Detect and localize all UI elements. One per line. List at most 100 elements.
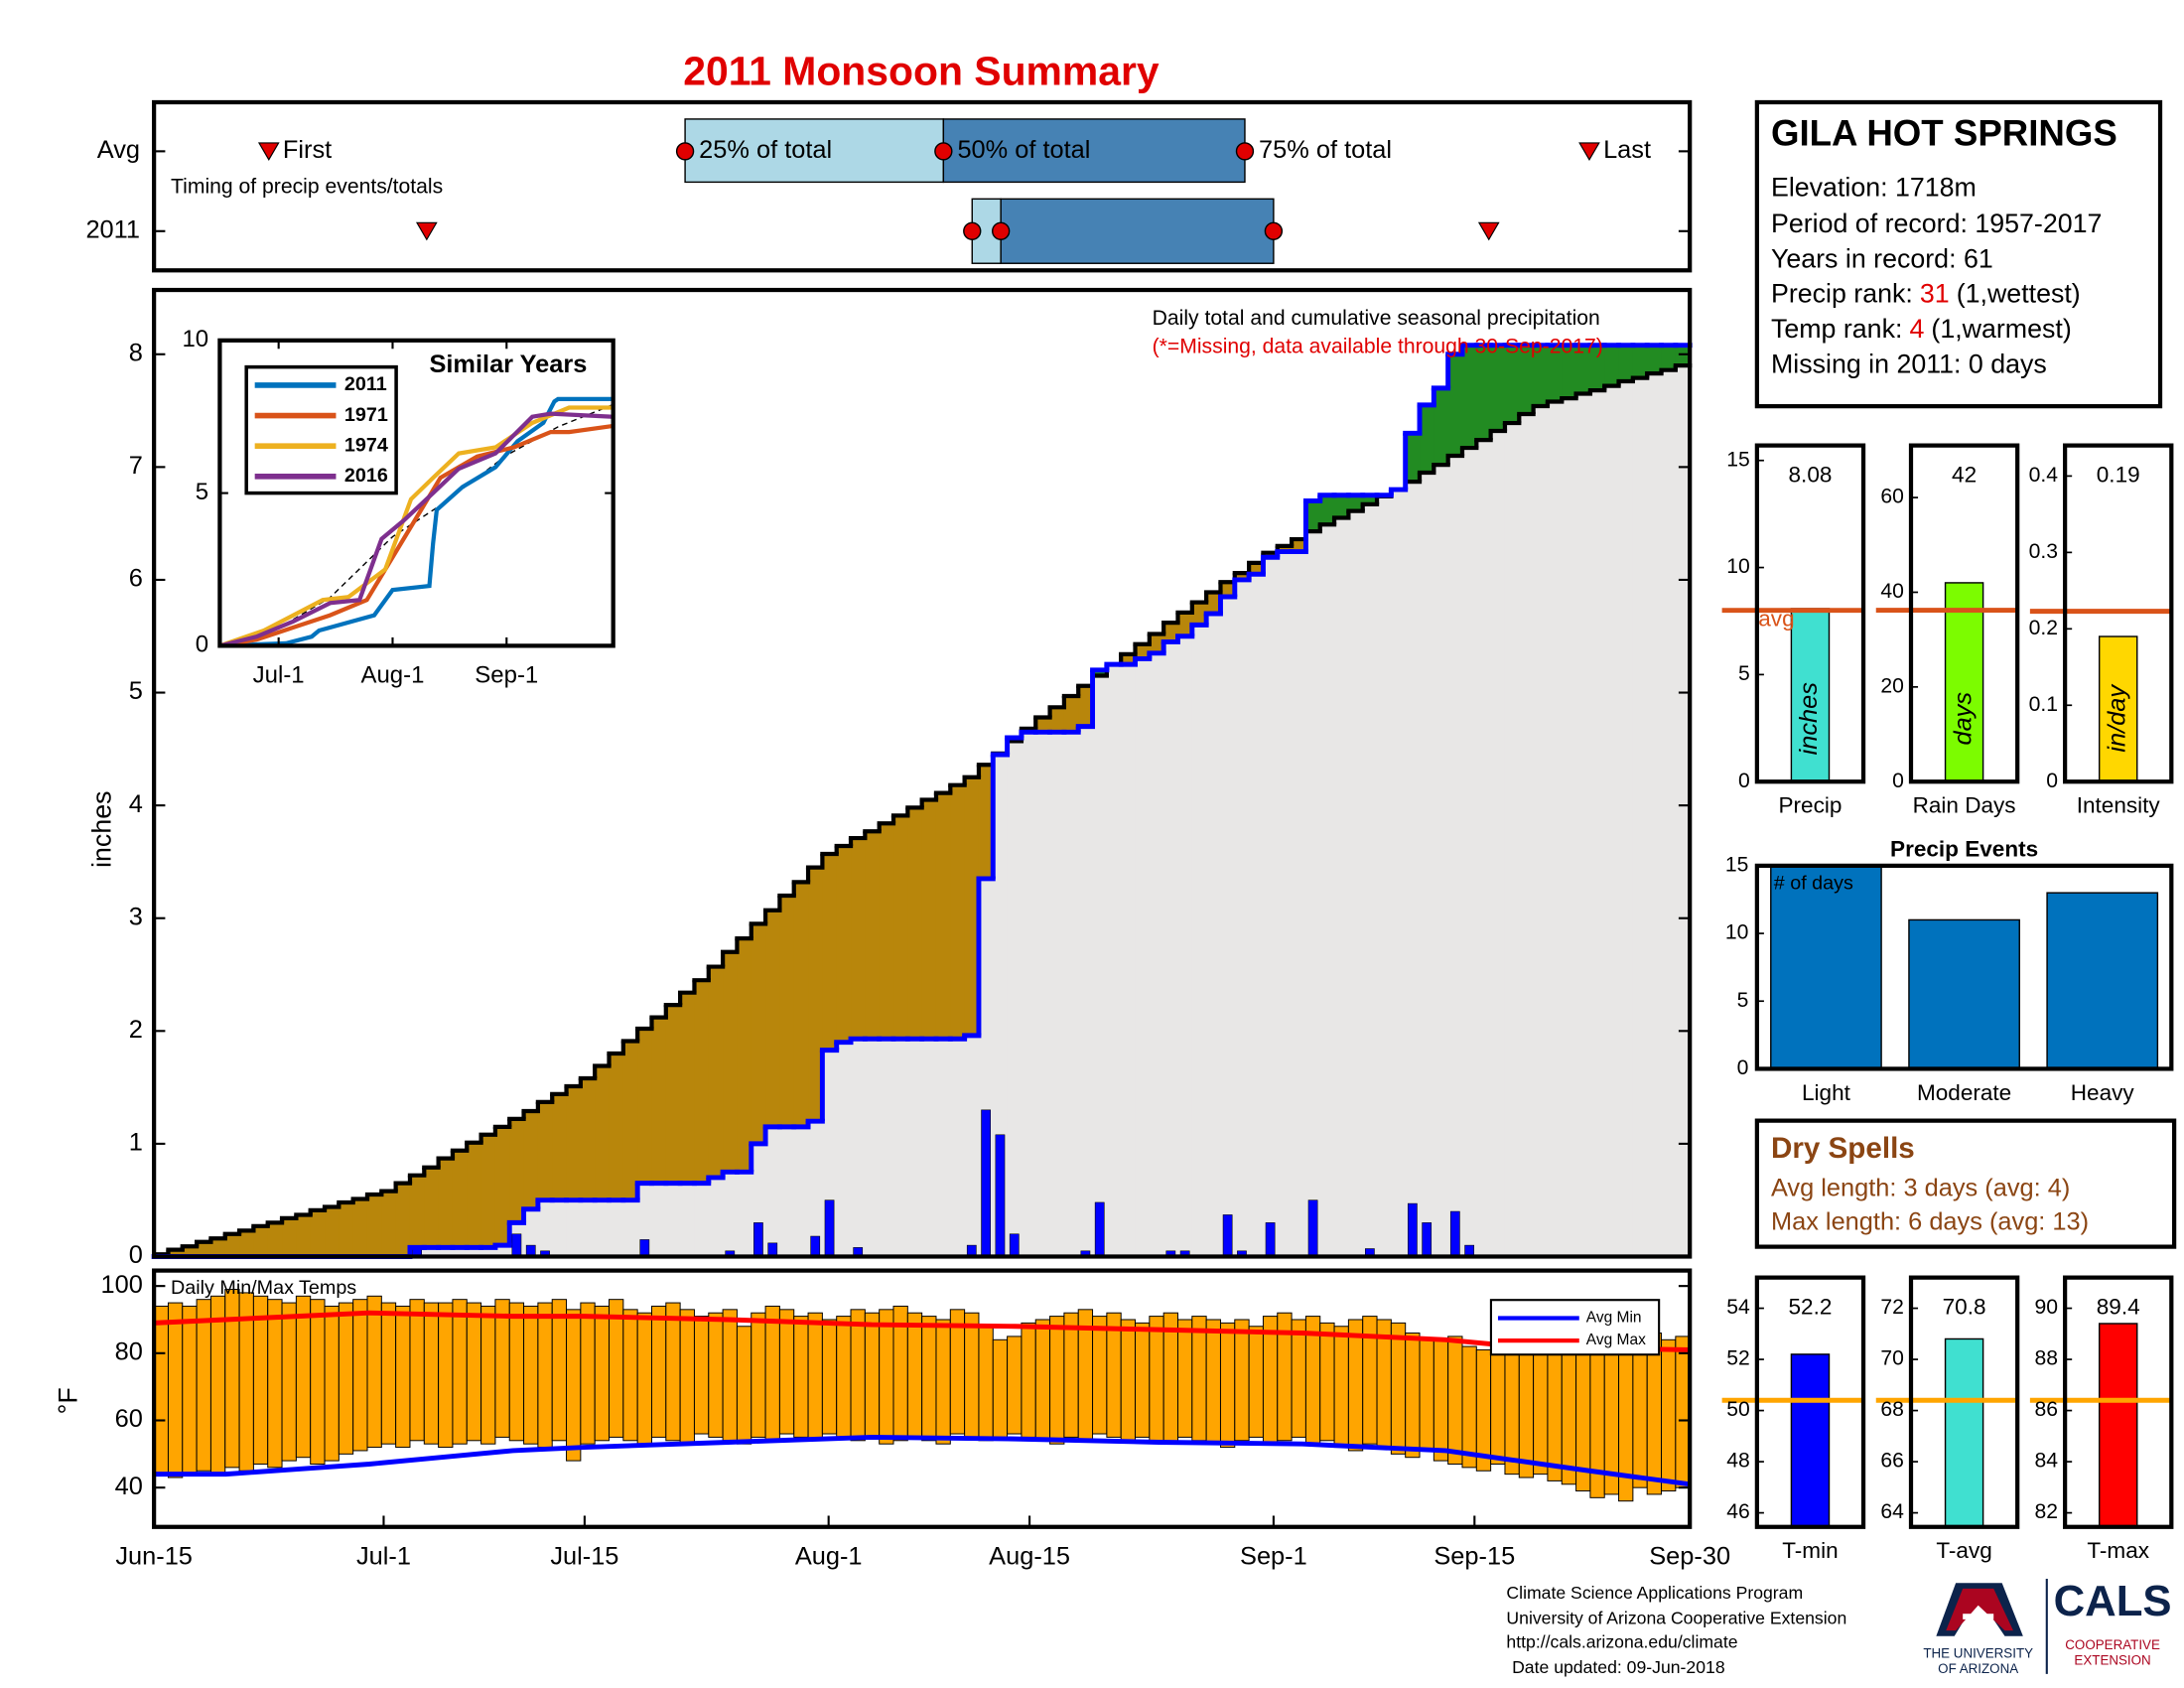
difference-area: [893, 815, 908, 1040]
station-frame: [1754, 99, 2163, 409]
y-tick-label: 2: [129, 1016, 143, 1044]
base-area: [1461, 448, 1477, 1257]
base-area: [723, 1172, 738, 1257]
category-label: T-min: [1782, 1538, 1838, 1563]
y-tick-label: 46: [1726, 1500, 1750, 1523]
percentile-marker: [1235, 142, 1255, 161]
y-tick-label: 50: [1726, 1398, 1750, 1421]
temp-bar: [821, 1319, 838, 1435]
temp-bar: [978, 1326, 994, 1442]
difference-area: [1504, 345, 1520, 424]
bar: [1770, 865, 1882, 1070]
daily-bar: [1009, 1233, 1020, 1257]
temp-bar: [736, 1326, 752, 1445]
temp-bar: [636, 1312, 652, 1445]
base-area: [1519, 413, 1535, 1257]
difference-area: [793, 882, 809, 1127]
temp-bar: [566, 1309, 582, 1462]
temp-bar: [1205, 1319, 1221, 1445]
daily-bar: [824, 1199, 835, 1257]
temp-bar: [764, 1305, 780, 1442]
base-area: [1362, 503, 1378, 1257]
event-marker: [257, 142, 280, 161]
difference-area: [907, 807, 923, 1040]
temp-bar: [409, 1299, 425, 1442]
plot-frame: [1754, 863, 2174, 1071]
temp-bar: [1518, 1345, 1535, 1478]
temp-bar: [864, 1312, 881, 1438]
temp-bar: [964, 1312, 980, 1438]
percentile-marker: [934, 142, 953, 161]
difference-area: [935, 792, 951, 1040]
base-area: [1391, 490, 1407, 1257]
temp-bar: [1319, 1322, 1335, 1442]
logos: THE UNIVERSITY OF ARIZONA CALS COOPERATI…: [1923, 1577, 2171, 1676]
plot-frame: [1908, 1275, 2020, 1529]
temp-bar: [395, 1305, 411, 1449]
difference-area: [552, 1093, 568, 1200]
difference-area: [680, 992, 696, 1184]
percentile-marker: [1264, 221, 1284, 240]
temp-bar: [992, 1338, 1009, 1438]
difference-area: [409, 1175, 425, 1248]
base-area: [523, 1208, 539, 1257]
y-tick-label: 40: [115, 1473, 143, 1500]
temp-bar: [1646, 1333, 1663, 1495]
temp-bar: [423, 1302, 440, 1445]
y-tick-label: 40: [1880, 580, 1904, 603]
difference-area: [836, 846, 852, 1043]
difference-area: [168, 1249, 184, 1257]
unit-label: inches: [1795, 682, 1823, 756]
base-area: [1121, 664, 1137, 1257]
base-area: [993, 755, 1009, 1257]
base-area: [893, 1039, 908, 1257]
series-line: [219, 423, 614, 648]
temp-bar: [1135, 1322, 1151, 1438]
y-tick-label: 66: [1880, 1450, 1904, 1473]
temp-bar: [494, 1299, 510, 1438]
logo-text: THE UNIVERSITY: [1923, 1646, 2033, 1661]
temp-bar: [650, 1305, 667, 1438]
base-area: [879, 1039, 894, 1257]
base-area: [1021, 732, 1036, 1257]
base-area: [1604, 385, 1620, 1257]
y-tick-label: 0.4: [2029, 464, 2059, 487]
difference-area: [1149, 633, 1164, 653]
difference-area: [595, 1065, 611, 1200]
legend-label: 2016: [344, 465, 388, 487]
avg-label: avg: [1758, 607, 1794, 632]
base-area: [1263, 557, 1279, 1257]
temp-bar: [281, 1302, 297, 1462]
base-area: [480, 1247, 496, 1257]
base-area: [737, 1172, 752, 1257]
logo-text: OF ARIZONA: [1938, 1661, 2018, 1676]
rank-label: Precip rank:: [1771, 279, 1913, 309]
temp-bar: [1390, 1322, 1407, 1455]
base-area: [1420, 473, 1434, 1257]
base-area: [552, 1199, 568, 1257]
difference-area: [381, 1191, 397, 1257]
base-area: [1405, 482, 1421, 1257]
temp-bar: [580, 1302, 596, 1445]
base-area: [665, 1183, 681, 1257]
difference-area: [1035, 717, 1051, 733]
difference-area: [1305, 500, 1321, 532]
base-area: [1319, 524, 1335, 1257]
temp-bar: [1007, 1336, 1023, 1435]
dry-line: Max length: 6 days (avg: 13): [1771, 1207, 2089, 1235]
timing-label: 25% of total: [699, 136, 832, 164]
base-area: [637, 1183, 653, 1257]
difference-area: [197, 1241, 211, 1257]
stat-bar: [1944, 1337, 1984, 1528]
difference-area: [239, 1230, 254, 1257]
temp-bar: [1219, 1322, 1236, 1449]
temp-bar: [1021, 1322, 1036, 1438]
base-area: [1377, 495, 1392, 1257]
difference-area: [651, 1017, 667, 1184]
bar-title: Precip Events: [1890, 836, 2038, 861]
temp-bar: [366, 1295, 382, 1449]
base-area: [467, 1247, 482, 1257]
legend-label: Avg Min: [1586, 1310, 1642, 1327]
daily-bar: [1449, 1210, 1460, 1257]
station-box: GILA HOT SPRINGS Elevation: 1718m Period…: [1754, 99, 2163, 409]
